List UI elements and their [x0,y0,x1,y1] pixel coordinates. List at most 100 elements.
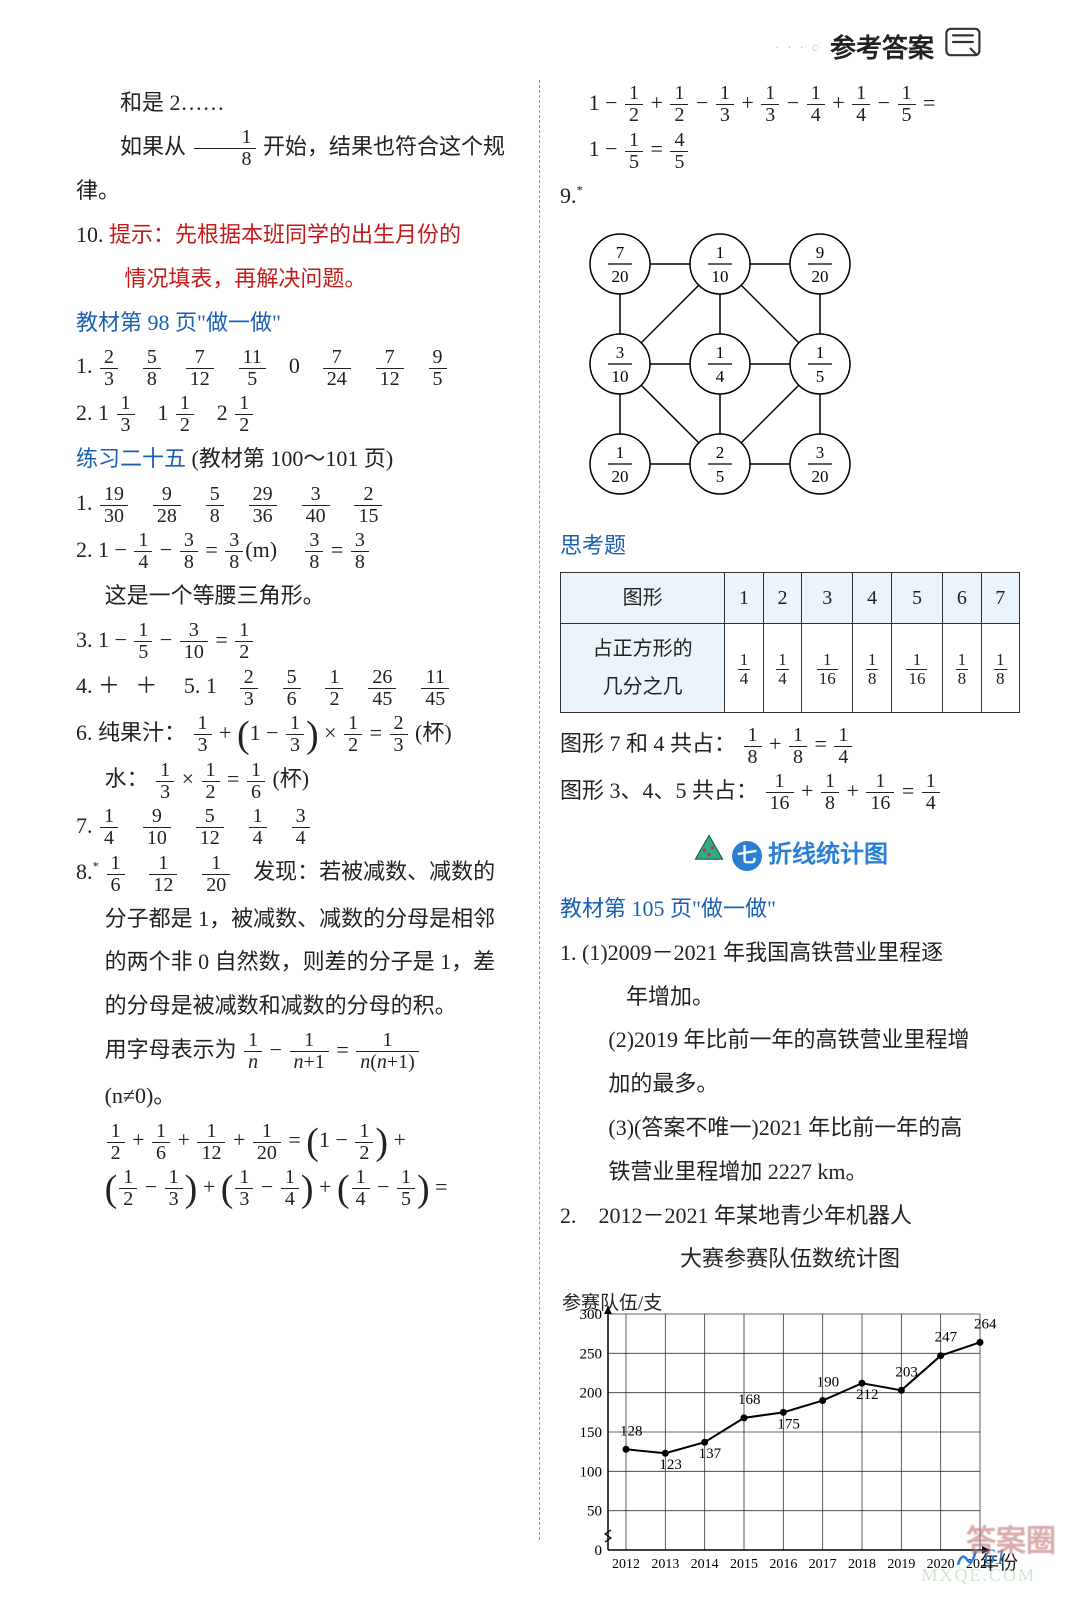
table-header: 占正方形的 几分之几 [561,624,725,713]
svg-text:2017: 2017 [809,1557,837,1572]
answer-row-1: 1. 23 58 712 115 0 724 712 95 [76,345,519,389]
svg-text:3: 3 [816,443,825,462]
content-columns: 和是 2…… 如果从 18 开始，结果也符合这个规律。 10. 提示：先根据本班… [60,80,1036,1540]
text: 占正方形的 [593,638,693,660]
svg-text:5: 5 [716,467,725,486]
label: 4. [76,673,93,698]
item-9: 9.* [560,175,1020,217]
svg-text:264: 264 [974,1316,997,1332]
svg-text:10: 10 [612,367,629,386]
label: 7. [76,813,93,838]
svg-text:3: 3 [616,343,625,362]
table-header: 图形 [561,573,725,624]
formula-line: 用字母表示为 1n − 1n+1 = 1n(n+1) [76,1029,519,1073]
text-line: 加的最多。 [560,1063,1020,1105]
text: 几分之几 [603,676,683,698]
svg-text:247: 247 [935,1330,958,1346]
slice-icon [692,832,726,880]
text-line: 分子都是 1，被减数、减数的分母是相邻 [76,898,519,940]
label: 1. [76,353,93,378]
text: (教材第 100～101 页) [192,446,394,471]
svg-text:100: 100 [580,1465,603,1481]
answer-row: 水： 13 × 12 = 16 (杯) [76,758,519,802]
table-cell: 18 [981,624,1019,713]
text-line: 铁营业里程增加 2227 km。 [560,1151,1020,1193]
text: (杯) [415,720,452,745]
table-header: 5 [891,573,942,624]
svg-text:50: 50 [587,1504,602,1520]
svg-text:2016: 2016 [769,1557,797,1572]
svg-text:1: 1 [616,443,625,462]
svg-text:123: 123 [659,1457,682,1473]
svg-text:1: 1 [716,243,725,262]
label: 10. [76,222,104,247]
text: 图形 7 和 4 共占： [560,731,736,756]
formula-line: 1 − 12 + 12 − 13 + 13 − 14 + 14 − 15 = [560,82,1020,126]
fraction: 18 [194,127,256,170]
text-line: 的分母是被减数和减数的分母的积。 [76,985,519,1027]
label: 1. [76,490,93,515]
svg-text:2013: 2013 [651,1557,679,1572]
answer-row: 2. 1 − 14 − 38 = 38(m) 38 = 38 [76,529,519,573]
table-cell: 18 [943,624,981,713]
text-line: 这是一个等腰三角形。 [76,575,519,617]
answer-row: 7. 14 910 512 14 34 [76,805,519,849]
heading: 练习二十五 [76,446,186,471]
svg-text:137: 137 [699,1446,722,1462]
table-cell: 14 [763,624,801,713]
table-header: 3 [802,573,853,624]
table-cell: 116 [891,624,942,713]
svg-text:1: 1 [716,343,725,362]
table-header: 7 [981,573,1019,624]
svg-text:190: 190 [817,1375,840,1391]
unit-heading: 七 折线统计图 [560,832,1020,880]
svg-text:4: 4 [716,367,725,386]
text: 如果从 [120,134,186,159]
svg-text:168: 168 [738,1392,761,1408]
text-line: 的两个非 0 自然数，则差的分子是 1，差 [76,941,519,983]
formula-line: 1 − 15 = 45 [560,128,1020,172]
text-line: 1. (1)2009－2021 年我国高铁营业里程逐 [560,932,1020,974]
table-header: 2 [763,573,801,624]
item-10: 10. 提示：先根据本班同学的出生月份的 [76,214,519,256]
page-number: 61 [954,1536,1006,1578]
svg-text:300: 300 [580,1307,603,1323]
text-line: (n≠0)。 [76,1075,519,1117]
formula-line: 图形 7 和 4 共占： 18 + 18 = 14 [560,723,1020,767]
text-line: 和是 2…… [76,82,519,124]
label: 2. [76,400,93,425]
svg-text:5: 5 [816,367,825,386]
svg-text:7: 7 [616,243,625,262]
svg-text:2018: 2018 [848,1557,876,1572]
svg-text:2012: 2012 [612,1557,640,1572]
svg-text:9: 9 [816,243,825,262]
svg-text:2015: 2015 [730,1557,758,1572]
label: 6. [76,720,93,745]
answer-row-2: 2. 1 13 1 12 2 12 [76,392,519,436]
chart-svg: 0501001502002503002012201320142015201620… [560,1284,1020,1584]
answer-row: 4. ＋＋ 5. 1 23 56 12 2645 1145 [76,665,519,709]
scroll-icon [942,20,986,78]
svg-text:20: 20 [812,267,829,286]
svg-text:2014: 2014 [691,1557,719,1572]
text: 纯果汁： [98,720,186,745]
formula-line: 12 + 16 + 112 + 120 = (1 − 12) + [76,1119,519,1163]
svg-text:20: 20 [612,467,629,486]
svg-text:150: 150 [580,1425,603,1441]
section-heading: 教材第 98 页"做一做" [76,302,519,344]
svg-text:2: 2 [716,443,725,462]
svg-text:20: 20 [612,267,629,286]
line-chart: 参赛队伍/支 年份 050100150200250300201220132014… [560,1284,1020,1584]
label: 5. [184,673,201,698]
chart-title: 大赛参赛队伍数统计图 [560,1238,1020,1280]
svg-text:175: 175 [777,1417,800,1433]
column-divider [539,80,540,1540]
formula-line: 图形 3、4、5 共占： 116 + 18 + 116 = 14 [560,770,1020,814]
label: 2. [76,537,93,562]
svg-text:20: 20 [812,467,829,486]
section-heading: 教材第 105 页"做一做" [560,888,1020,930]
answer-row: 6. 纯果汁： 13 + (1 − 13) × 12 = 23 (杯) [76,712,519,756]
svg-text:203: 203 [895,1364,918,1380]
text-line: 如果从 18 开始，结果也符合这个规律。 [76,126,519,212]
table-cell: 14 [725,624,763,713]
